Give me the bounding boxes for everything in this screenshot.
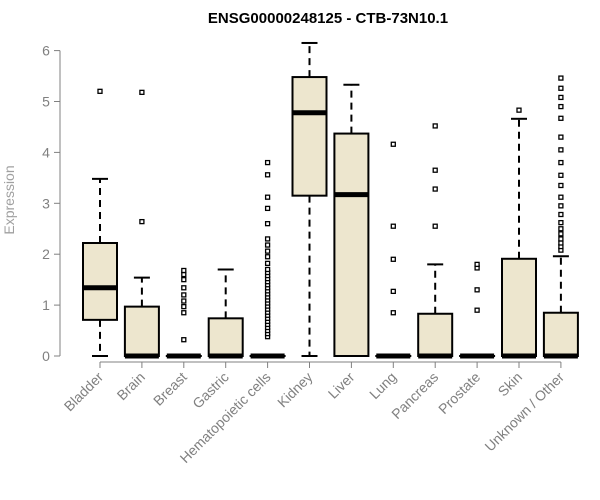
outlier-point — [558, 231, 564, 237]
x-tick-label: Unknown / Other — [481, 369, 567, 455]
outlier-point — [558, 103, 564, 110]
box-group — [333, 83, 370, 357]
outlier-point — [181, 292, 187, 298]
y-axis: 0 1 2 3 4 5 6 — [42, 43, 61, 364]
boxes-layer — [82, 41, 579, 359]
y-tick-label: 0 — [42, 348, 50, 364]
outlier-point — [264, 254, 271, 260]
outlier-point — [474, 307, 480, 313]
box-group — [375, 141, 412, 359]
y-tick-label: 6 — [42, 43, 50, 59]
outlier-point — [558, 85, 564, 91]
box-group — [165, 267, 202, 359]
x-tick-label: Bladder — [61, 369, 107, 415]
box-iqr — [82, 242, 118, 321]
box-iqr — [291, 76, 328, 197]
outlier-point — [181, 310, 187, 316]
box-group — [207, 268, 244, 359]
box-group — [123, 89, 160, 359]
outlier-point — [181, 303, 187, 310]
outlier-point — [558, 203, 564, 209]
box-group — [82, 88, 118, 357]
outlier-point — [390, 223, 396, 229]
outlier-point — [558, 147, 564, 153]
x-tick-label: Lung — [366, 369, 399, 402]
outlier-point — [390, 141, 396, 147]
box-iqr — [417, 312, 454, 357]
outlier-point — [474, 261, 480, 268]
outlier-point — [264, 260, 271, 267]
box-group — [501, 107, 537, 359]
outlier-point — [516, 107, 522, 113]
x-tick-label: Skin — [495, 369, 526, 400]
outlier-point — [139, 218, 145, 225]
outlier-point — [558, 134, 564, 140]
outlier-point — [558, 115, 564, 121]
outlier-point — [558, 211, 564, 218]
box-iqr — [501, 257, 537, 358]
box-group — [291, 41, 328, 357]
y-tick-label: 3 — [42, 195, 50, 211]
outlier-point — [558, 240, 564, 246]
outlier-point — [264, 266, 271, 273]
outlier-point — [139, 89, 145, 95]
outlier-point — [97, 88, 103, 94]
outlier-point — [181, 298, 187, 304]
box-iqr — [333, 132, 370, 357]
outlier-point — [558, 226, 564, 232]
y-tick-label: 4 — [42, 144, 50, 160]
box-group — [542, 75, 579, 359]
outlier-point — [181, 267, 187, 274]
outlier-point — [264, 205, 271, 212]
outlier-point — [558, 75, 564, 81]
x-tick-label: Brain — [114, 369, 148, 403]
box-iqr — [207, 317, 244, 358]
outlier-point — [558, 194, 564, 200]
y-tick-label: 5 — [42, 94, 50, 110]
outlier-point — [264, 221, 271, 227]
outlier-point — [181, 337, 187, 343]
x-tick-label: Breast — [150, 369, 190, 409]
box-iqr — [123, 305, 160, 358]
outlier-point — [264, 159, 271, 166]
box-group — [249, 159, 286, 359]
outlier-point — [264, 236, 271, 242]
outlier-point — [558, 182, 564, 189]
box-group — [459, 261, 496, 359]
outlier-point — [558, 219, 564, 226]
y-axis-label: Expression — [1, 165, 17, 234]
outlier-point — [390, 288, 396, 295]
outlier-point — [558, 159, 564, 166]
y-tick-label: 2 — [42, 246, 50, 262]
outlier-point — [181, 271, 187, 278]
outlier-point — [264, 248, 271, 254]
outlier-point — [432, 123, 438, 129]
outlier-point — [264, 242, 271, 248]
outlier-point — [432, 186, 438, 192]
outlier-point — [558, 236, 564, 242]
outlier-point — [432, 167, 438, 173]
outlier-point — [558, 172, 564, 178]
outlier-point — [390, 310, 396, 316]
x-tick-label: Liver — [325, 369, 358, 402]
outlier-point — [181, 276, 187, 283]
box-iqr — [542, 311, 579, 357]
outlier-point — [432, 223, 438, 229]
outlier-point — [390, 256, 396, 262]
x-tick-label: Kidney — [274, 369, 316, 411]
outlier-point — [181, 285, 187, 291]
x-tick-label: Pancreas — [388, 369, 441, 422]
chart-title: ENSG00000248125 - CTB-73N10.1 — [208, 10, 448, 27]
outlier-point — [264, 194, 271, 200]
outlier-point — [264, 172, 271, 178]
y-tick-label: 1 — [42, 297, 50, 313]
x-tick-label: Prostate — [435, 369, 483, 417]
outlier-point — [474, 287, 480, 293]
outlier-point — [558, 94, 564, 101]
box-group — [417, 123, 454, 359]
